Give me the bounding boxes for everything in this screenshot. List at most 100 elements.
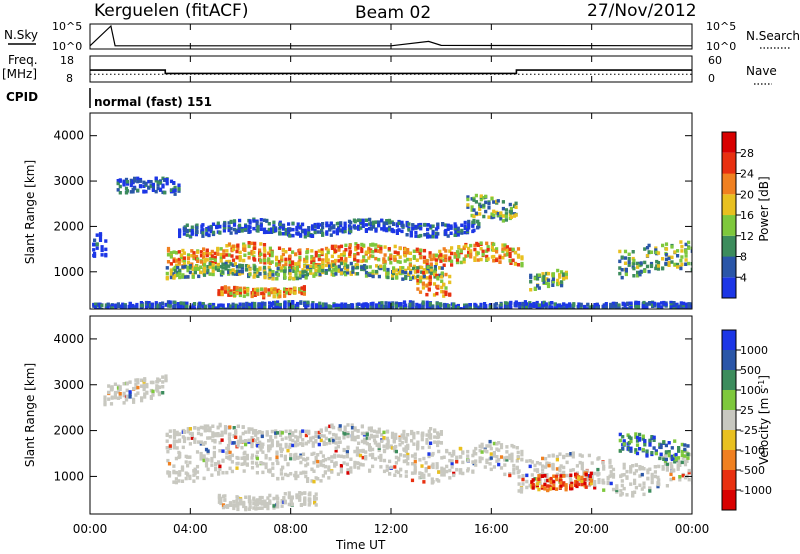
echo-cell xyxy=(248,505,252,509)
echo-cell xyxy=(672,305,676,309)
echo-cell xyxy=(116,181,120,186)
echo-cell xyxy=(544,302,548,306)
echo-cell xyxy=(530,460,534,464)
colorbar-tick-label: -100 xyxy=(740,444,765,457)
echo-cell xyxy=(466,197,470,202)
echo-cell xyxy=(642,300,646,305)
echo-cell xyxy=(255,461,259,465)
echo-cell xyxy=(667,452,671,456)
echo-cell xyxy=(100,253,104,257)
echo-cell xyxy=(485,444,489,448)
echo-cell xyxy=(311,306,315,309)
echo-cell xyxy=(412,431,416,436)
echo-cell xyxy=(442,247,446,251)
echo-cell xyxy=(121,305,125,309)
echo-cell xyxy=(681,473,685,478)
echo-cell xyxy=(242,304,246,309)
echo-cell xyxy=(173,269,177,273)
echo-cell xyxy=(313,222,317,227)
colorbar-tick-label: 20 xyxy=(740,188,754,201)
echo-cell xyxy=(428,307,432,309)
echo-cell xyxy=(392,266,396,270)
echo-cell xyxy=(178,452,182,456)
echo-cell xyxy=(238,438,243,443)
echo-cell xyxy=(410,471,415,475)
echo-cell xyxy=(98,232,103,236)
echo-cell xyxy=(546,282,551,286)
echo-cell xyxy=(537,273,541,277)
echo-cell xyxy=(490,215,494,220)
echo-cell xyxy=(172,446,176,450)
echo-cell xyxy=(304,463,308,468)
echo-cell xyxy=(136,381,140,385)
echo-cell xyxy=(306,477,310,481)
echo-cell xyxy=(229,304,233,308)
echo-cell xyxy=(322,442,326,446)
echo-cell xyxy=(388,459,392,464)
echo-cell xyxy=(551,463,555,467)
echo-cell xyxy=(98,305,102,309)
echo-cell xyxy=(253,265,257,269)
echo-cell xyxy=(627,263,631,267)
echo-cell xyxy=(353,426,357,430)
echo-cell xyxy=(585,469,589,473)
echo-cell xyxy=(182,439,187,444)
echo-cell xyxy=(344,304,348,309)
echo-cell xyxy=(268,273,272,278)
echo-cell xyxy=(377,274,381,279)
echo-cell xyxy=(283,269,287,273)
echo-cell xyxy=(307,503,311,507)
echo-cell xyxy=(177,250,181,254)
echo-cell xyxy=(414,224,418,229)
echo-cell xyxy=(178,275,182,280)
echo-cell xyxy=(218,230,222,235)
echo-cell xyxy=(418,251,422,256)
echo-cell xyxy=(225,446,229,451)
echo-cell xyxy=(533,484,537,489)
echo-cell xyxy=(283,287,287,291)
echo-cell xyxy=(310,479,314,483)
echo-cell xyxy=(463,224,467,228)
echo-cell xyxy=(562,483,566,487)
echo-cell xyxy=(247,497,251,501)
echo-cell xyxy=(419,222,423,227)
echo-cell xyxy=(253,241,257,246)
echo-cell xyxy=(339,271,344,275)
echo-cell xyxy=(221,303,225,308)
echo-cell xyxy=(529,288,533,292)
echo-cell xyxy=(165,178,169,182)
echo-cell xyxy=(631,464,635,468)
echo-cell xyxy=(341,230,345,234)
echo-cell xyxy=(169,179,174,184)
echo-cell xyxy=(456,303,460,308)
echo-cell xyxy=(357,461,361,466)
echo-cell xyxy=(503,246,507,251)
echo-cell xyxy=(402,454,406,458)
echo-cell xyxy=(452,305,456,309)
echo-cell xyxy=(327,456,331,461)
echo-cell xyxy=(670,466,674,470)
echo-cell xyxy=(410,454,415,458)
echo-cell xyxy=(435,304,439,309)
echo-cell xyxy=(344,257,348,261)
echo-cell xyxy=(320,248,324,252)
echo-cell xyxy=(234,229,238,234)
echo-cell xyxy=(262,227,267,232)
echo-cell xyxy=(431,451,435,456)
echo-cell xyxy=(389,465,393,470)
echo-cell xyxy=(357,307,361,309)
echo-cell xyxy=(321,463,325,468)
echo-cell xyxy=(168,429,172,433)
echo-cell xyxy=(360,267,364,272)
echo-cell xyxy=(455,467,459,472)
echo-cell xyxy=(399,306,403,309)
echo-cell xyxy=(357,227,361,231)
y-tick-label: 4000 xyxy=(53,129,84,143)
echo-cell xyxy=(578,460,582,465)
echo-cell xyxy=(386,445,390,449)
echo-cell xyxy=(409,231,413,235)
echo-cell xyxy=(447,306,451,309)
echo-cell xyxy=(418,279,423,284)
echo-cell xyxy=(258,495,262,500)
